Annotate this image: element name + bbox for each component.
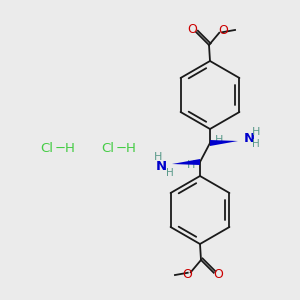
Text: −: −: [54, 142, 66, 154]
Text: O: O: [187, 23, 197, 36]
Text: N: N: [155, 160, 167, 172]
Text: H: H: [166, 168, 174, 178]
Text: H: H: [252, 139, 260, 149]
Text: H: H: [154, 152, 162, 162]
Text: H: H: [215, 135, 223, 145]
Text: H: H: [187, 160, 195, 170]
Text: H: H: [65, 142, 75, 154]
Text: Cl: Cl: [40, 142, 53, 154]
Text: H: H: [252, 127, 260, 137]
Text: N: N: [243, 133, 255, 146]
Polygon shape: [210, 140, 238, 146]
Text: O: O: [182, 268, 192, 281]
Text: O: O: [213, 268, 223, 281]
Text: O: O: [218, 24, 228, 37]
Text: −: −: [116, 142, 127, 154]
Polygon shape: [172, 159, 200, 165]
Text: H: H: [126, 142, 136, 154]
Text: Cl: Cl: [101, 142, 115, 154]
